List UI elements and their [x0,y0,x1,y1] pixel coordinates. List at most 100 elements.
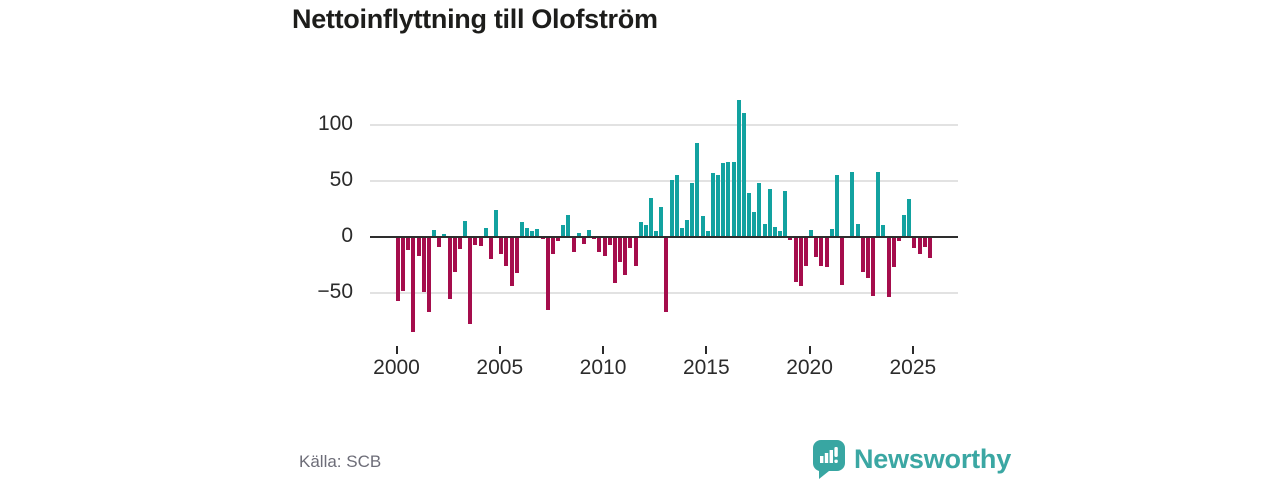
bar-positive [726,161,731,237]
bar-negative [927,237,932,259]
bar-negative [457,237,462,250]
bar-positive [695,142,700,237]
bar-negative [922,237,927,248]
bar-negative [912,237,917,249]
x-tick-label-2015: 2015 [682,356,730,379]
bar-positive [881,224,886,237]
bar-positive [850,172,855,237]
page-title: Nettoinflyttning till Olofström [292,4,658,34]
bar-negative [803,237,808,267]
bar-negative [871,237,876,297]
bar-negative [488,237,493,260]
bar-positive [716,175,721,237]
bar-negative [452,237,457,272]
bar-positive [762,223,767,237]
bar-positive [679,228,684,237]
bar-positive [432,230,437,237]
bar-negative [788,237,793,241]
x-tick-label-2000: 2000 [373,356,420,379]
bar-positive [736,100,741,237]
newsworthy-logo-icon [813,439,847,479]
bar-negative [607,237,612,245]
bar-negative [819,237,824,267]
bar-positive [483,228,488,237]
y-tick-label: −50 [317,280,353,303]
y-tick-label: 0 [341,224,353,247]
bar-negative [581,237,586,244]
bar-positive [902,214,906,237]
bar-positive [669,179,674,237]
bar-positive [519,222,524,237]
bar-negative [891,237,896,268]
bar-negative [556,237,561,242]
bar-negative [545,237,550,310]
bar-positive [587,230,592,237]
bar-negative [571,237,576,252]
bar-positive [649,197,653,237]
bar-negative [824,237,829,268]
bar-positive [700,215,705,237]
chart-plot: 2000 2005 2010 2015 2020 2025 [370,90,958,380]
y-tick-label: 100 [317,112,353,135]
newsworthy-logo-text: Newsworthy [854,443,1012,474]
bar-positive [772,226,777,237]
bar-negative [865,237,870,279]
bar-positive [535,229,540,237]
x-tick-label-2010: 2010 [579,356,627,379]
bar-positive [783,191,788,237]
bar-negative [550,237,555,254]
bar-negative [411,237,416,333]
bar-positive [685,220,690,237]
bar-positive [494,210,499,237]
bar-negative [612,237,617,283]
bar-negative [886,237,891,298]
bar-negative [602,237,607,257]
bar-negative [504,237,509,267]
bar-negative [860,237,865,272]
bar-negative [396,237,400,301]
bar-positive [767,188,772,237]
bar-negative [597,237,602,252]
bar-negative [509,237,514,287]
newsworthy-logo[interactable]: Newsworthy [813,439,1011,479]
bar-negative [406,237,411,251]
bar-positive [876,172,881,237]
bar-positive [659,206,664,237]
bar-negative [478,237,483,246]
gridline-50 [370,180,958,182]
y-axis-labels: 100 50 0 −50 [293,90,353,310]
bar-positive [463,221,468,237]
bar-positive [721,163,726,237]
bar-negative [499,237,504,254]
bar-negative [793,237,798,282]
bar-positive [690,183,695,237]
x-tick-label-2025: 2025 [889,356,937,379]
bar-positive [674,175,679,237]
bar-positive [731,161,736,237]
y-tick-label: 50 [329,168,353,191]
bar-positive [778,231,783,237]
x-tick-2020 [808,346,811,354]
bar-positive [710,173,715,237]
bar-negative [628,237,633,249]
bar-positive [809,230,814,237]
x-tick-2005 [498,346,501,354]
bar-positive [643,224,648,237]
bar-positive [747,193,752,237]
bar-negative [421,237,426,292]
gridline-100 [370,124,958,126]
bar-negative [416,237,421,257]
gridline--50 [370,292,958,294]
bar-positive [705,231,710,237]
bar-positive [757,183,762,237]
bar-negative [633,237,638,267]
bar-negative [798,237,803,287]
bar-positive [741,112,746,237]
bar-negative [514,237,519,273]
bar-negative [623,237,628,276]
bar-negative [840,237,845,286]
bar-negative [447,237,452,299]
bar-negative [618,237,623,262]
bar-negative [426,237,431,313]
